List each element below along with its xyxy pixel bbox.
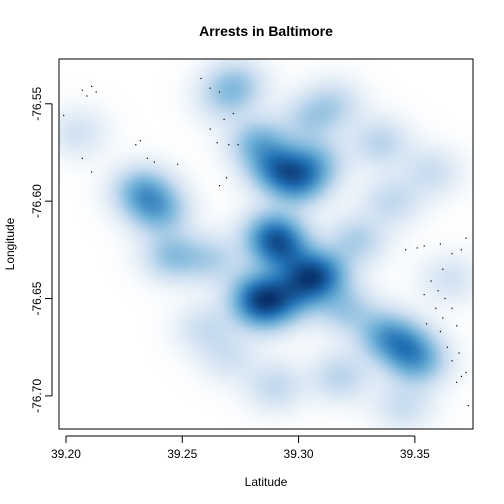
data-point bbox=[223, 118, 225, 120]
y-axis: -76.55 -76.60 -76.65 -76.70 bbox=[30, 86, 53, 413]
x-axis: 39.20 39.25 39.30 39.35 bbox=[51, 435, 430, 461]
data-point bbox=[460, 249, 462, 251]
data-point bbox=[228, 144, 230, 146]
plot-frame bbox=[58, 58, 474, 430]
data-point bbox=[439, 243, 441, 245]
data-point bbox=[216, 142, 218, 144]
data-point bbox=[465, 371, 467, 374]
x-tick-label: 39.30 bbox=[284, 447, 314, 461]
data-point bbox=[446, 346, 448, 348]
chart-title: Arrests in Baltimore bbox=[199, 23, 333, 39]
data-point bbox=[444, 297, 446, 300]
data-point bbox=[405, 249, 407, 251]
data-point bbox=[451, 253, 453, 255]
data-point bbox=[209, 87, 211, 89]
data-point bbox=[81, 89, 83, 91]
data-point bbox=[91, 85, 93, 87]
data-point bbox=[153, 161, 155, 163]
data-point bbox=[86, 95, 88, 97]
data-point bbox=[451, 307, 453, 309]
data-point bbox=[218, 185, 221, 187]
plot-area bbox=[59, 59, 473, 429]
data-point bbox=[442, 317, 444, 319]
data-point bbox=[465, 237, 467, 239]
data-point bbox=[423, 245, 425, 247]
data-point bbox=[456, 325, 458, 327]
data-point bbox=[232, 112, 234, 115]
data-point bbox=[430, 280, 432, 282]
data-point bbox=[439, 331, 441, 333]
data-point bbox=[458, 352, 460, 354]
data-point bbox=[437, 290, 439, 292]
data-point bbox=[416, 247, 418, 249]
data-point bbox=[460, 375, 462, 377]
data-point bbox=[139, 140, 141, 142]
data-point bbox=[237, 144, 239, 146]
data-point bbox=[442, 268, 444, 270]
data-point bbox=[423, 294, 425, 296]
data-point bbox=[200, 77, 202, 80]
data-point bbox=[146, 157, 148, 159]
y-axis-label: Longitude bbox=[3, 217, 17, 270]
data-point bbox=[81, 157, 83, 159]
x-tick-label: 39.20 bbox=[51, 447, 81, 461]
data-point bbox=[91, 171, 93, 173]
density-heatmap bbox=[59, 59, 473, 429]
data-point bbox=[135, 144, 137, 146]
points-layer bbox=[63, 77, 469, 407]
y-tick-label: -76.55 bbox=[30, 86, 44, 120]
data-point bbox=[177, 163, 179, 165]
data-point bbox=[456, 381, 458, 383]
data-point bbox=[451, 360, 453, 362]
y-tick-label: -76.60 bbox=[30, 184, 44, 218]
data-point bbox=[225, 177, 228, 179]
data-point bbox=[95, 91, 97, 93]
y-tick-label: -76.70 bbox=[30, 379, 44, 413]
y-tick-label: -76.65 bbox=[30, 281, 44, 315]
x-tick-label: 39.25 bbox=[167, 447, 197, 461]
x-tick-label: 39.35 bbox=[400, 447, 430, 461]
data-point bbox=[425, 323, 428, 325]
x-axis-label: Latitude bbox=[245, 475, 288, 489]
data-point bbox=[63, 114, 65, 117]
data-point bbox=[435, 307, 437, 309]
data-point bbox=[218, 91, 221, 93]
data-point bbox=[209, 128, 211, 130]
data-point bbox=[467, 405, 469, 407]
